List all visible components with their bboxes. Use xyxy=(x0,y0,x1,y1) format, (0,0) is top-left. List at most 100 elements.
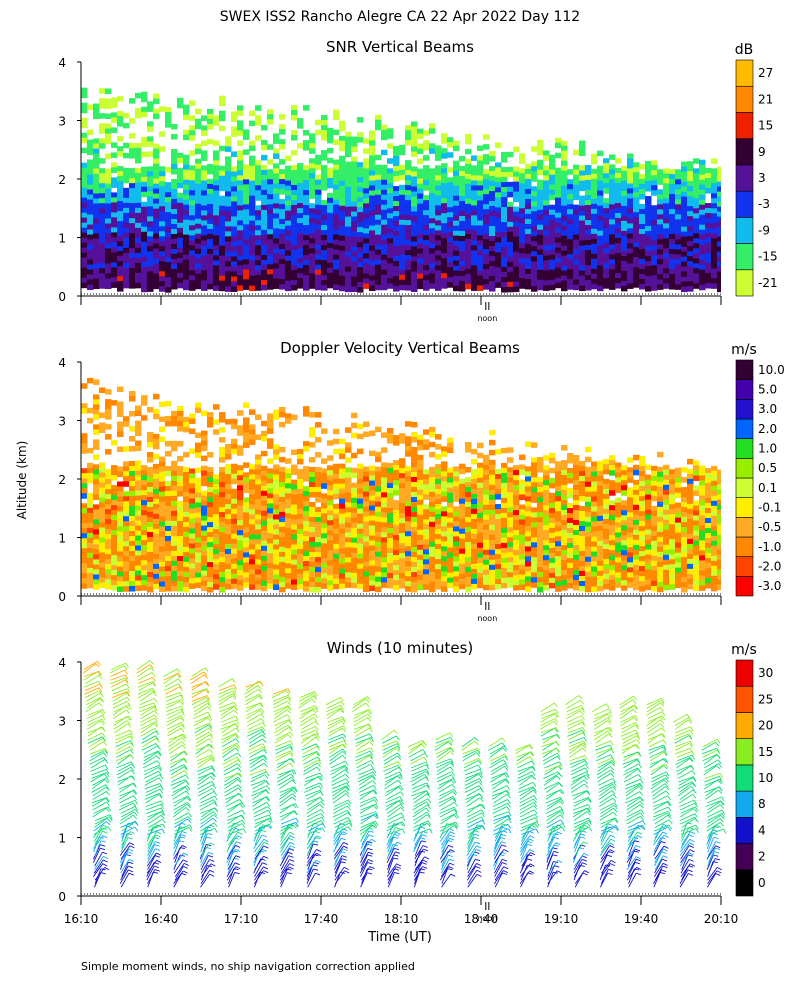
heatmap-cell xyxy=(471,275,478,281)
heatmap-cell xyxy=(291,265,298,271)
heatmap-cell xyxy=(171,239,178,245)
heatmap-cell xyxy=(351,197,358,203)
heatmap-cell xyxy=(141,520,148,526)
heatmap-cell xyxy=(645,276,652,282)
heatmap-cell xyxy=(501,227,508,233)
heatmap-cell xyxy=(459,564,466,570)
heatmap-cell xyxy=(231,116,238,122)
heatmap-cell xyxy=(459,504,466,510)
heatmap-cell xyxy=(663,278,670,284)
heatmap-cell xyxy=(249,181,256,187)
heatmap-cell xyxy=(105,449,112,455)
heatmap-cell xyxy=(279,144,286,150)
heatmap-cell xyxy=(81,448,88,454)
heatmap-cell xyxy=(303,541,310,547)
heatmap-cell xyxy=(423,549,430,555)
heatmap-cell xyxy=(471,469,478,475)
heatmap-cell xyxy=(573,180,580,186)
heatmap-cell xyxy=(219,567,226,573)
heatmap-cell xyxy=(237,200,244,206)
heatmap-cell xyxy=(189,175,196,181)
heatmap-cell xyxy=(81,478,88,484)
heatmap-cell xyxy=(435,230,442,236)
heatmap-cell xyxy=(225,191,232,197)
heatmap-cell xyxy=(633,187,640,193)
heatmap-cell xyxy=(501,217,508,223)
heatmap-cell xyxy=(471,280,478,286)
heatmap-cell xyxy=(225,474,232,480)
heatmap-cell xyxy=(297,208,304,214)
heatmap-cell xyxy=(471,489,478,495)
heatmap-cell xyxy=(129,233,136,239)
heatmap-cell xyxy=(153,454,160,460)
heatmap-cell xyxy=(387,583,394,589)
heatmap-cell xyxy=(399,538,406,544)
heatmap-cell xyxy=(123,113,130,119)
heatmap-cell xyxy=(219,527,226,533)
heatmap-cell xyxy=(483,274,490,280)
heatmap-cell xyxy=(627,228,634,234)
heatmap-cell xyxy=(225,181,232,187)
heatmap-cell xyxy=(411,547,418,553)
heatmap-cell xyxy=(87,175,94,181)
heatmap-cell xyxy=(465,279,472,285)
heatmap-cell xyxy=(117,511,124,517)
heatmap-cell xyxy=(465,512,472,518)
heatmap-cell xyxy=(531,246,538,252)
heatmap-cell xyxy=(213,579,220,585)
heatmap-cell xyxy=(339,256,346,262)
heatmap-cell xyxy=(543,155,550,161)
heatmap-cell xyxy=(249,111,256,117)
heatmap-cell xyxy=(279,512,286,517)
heatmap-cell xyxy=(387,493,394,499)
heatmap-cell xyxy=(195,408,202,414)
heatmap-cell xyxy=(555,178,562,184)
heatmap-cell xyxy=(183,280,190,286)
heatmap-cell xyxy=(507,237,514,243)
heatmap-cell xyxy=(387,183,394,189)
heatmap-cell xyxy=(693,188,700,194)
heatmap-cell xyxy=(255,509,262,515)
heatmap-cell xyxy=(99,158,106,164)
heatmap-cell xyxy=(87,165,94,171)
heatmap-cell xyxy=(405,185,412,191)
heatmap-cell xyxy=(471,514,478,520)
heatmap-cell xyxy=(381,225,388,231)
heatmap-cell xyxy=(489,271,496,277)
heatmap-cell xyxy=(243,552,250,558)
heatmap-cell xyxy=(351,212,358,218)
heatmap-cell xyxy=(675,284,682,290)
heatmap-cell xyxy=(123,576,130,582)
heatmap-cell xyxy=(627,173,634,179)
heatmap-cell xyxy=(327,193,334,199)
heatmap-cell xyxy=(153,149,160,155)
heatmap-cell xyxy=(231,286,238,292)
heatmap-cell xyxy=(117,176,124,182)
heatmap-cell xyxy=(261,561,268,567)
heatmap-cell xyxy=(87,508,94,514)
heatmap-cell xyxy=(99,178,106,184)
heatmap-cell xyxy=(165,267,172,273)
heatmap-cell xyxy=(465,567,472,573)
heatmap-cell xyxy=(99,477,106,483)
heatmap-cell xyxy=(327,575,334,581)
heatmap-cell xyxy=(93,274,100,280)
heatmap-cell xyxy=(171,506,178,512)
heatmap-cell xyxy=(249,424,256,430)
heatmap-cell xyxy=(117,491,124,497)
heatmap-cell xyxy=(507,247,514,253)
heatmap-cell xyxy=(315,547,322,553)
heatmap-cell xyxy=(195,493,202,499)
heatmap-cell xyxy=(135,273,142,279)
heatmap-cell xyxy=(81,193,88,199)
heatmap-cell xyxy=(357,247,364,253)
heatmap-cell xyxy=(297,504,304,510)
heatmap-cell xyxy=(147,181,154,187)
heatmap-cell xyxy=(663,218,670,224)
heatmap-cell xyxy=(657,189,664,195)
heatmap-cell xyxy=(225,211,232,217)
heatmap-cell xyxy=(423,235,430,241)
heatmap-cell xyxy=(165,247,172,253)
heatmap-cell xyxy=(123,273,130,279)
